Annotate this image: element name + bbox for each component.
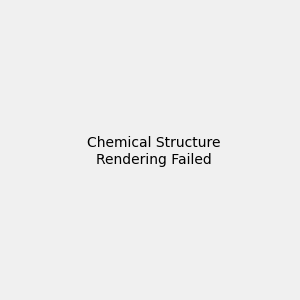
Text: Chemical Structure
Rendering Failed: Chemical Structure Rendering Failed xyxy=(87,136,220,166)
